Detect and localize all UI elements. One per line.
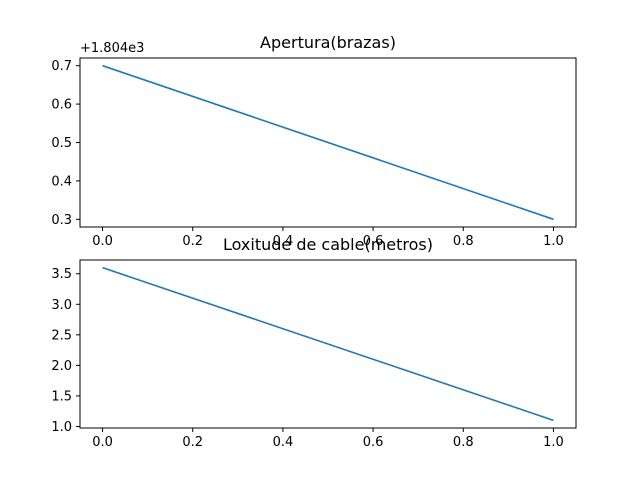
- x-ticks: 0.0 0.2 0.4 0.6 0.8 1.0: [92, 428, 564, 450]
- x-tick-label: 1.0: [543, 234, 564, 249]
- series-line: [102, 64, 554, 221]
- y-tick-label: 2.0: [51, 359, 72, 374]
- y-ticks: 1.0 1.5 2.0 2.5 3.0 3.5: [51, 267, 80, 435]
- x-tick-label: 0.8: [453, 435, 474, 450]
- x-tick-label: 0.2: [182, 234, 203, 249]
- chart-title: Apertura(brazas): [260, 33, 396, 52]
- x-ticks: 0.0 0.2 0.4 0.6 0.8 1.0: [92, 227, 564, 249]
- y-tick-label: 0.3: [51, 213, 72, 228]
- y-tick-label: 1.0: [51, 420, 72, 435]
- y-tick-label: 0.6: [51, 98, 72, 113]
- series-line: [102, 266, 554, 422]
- x-tick-label: 0.4: [273, 435, 294, 450]
- y-ticks: 0.3 0.4 0.5 0.6 0.7: [51, 59, 80, 228]
- plot-lines: [102, 266, 554, 422]
- y-tick-label: 0.7: [51, 59, 72, 74]
- y-tick-label: 1.5: [51, 389, 72, 404]
- y-tick-label: 0.4: [51, 174, 72, 189]
- x-tick-label: 0.0: [92, 234, 113, 249]
- x-tick-label: 0.4: [273, 234, 294, 249]
- y-tick-label: 3.0: [51, 298, 72, 313]
- x-tick-label: 0.2: [182, 435, 203, 450]
- plot-frame: [79, 259, 577, 429]
- y-tick-label: 3.5: [51, 267, 72, 282]
- y-tick-label: 2.5: [51, 328, 72, 343]
- y-offset-label: +1.804e3: [80, 41, 144, 56]
- chart-title: Loxitude de cable(metros): [223, 235, 433, 254]
- x-tick-label: 1.0: [543, 435, 564, 450]
- y-tick-label: 0.5: [51, 136, 72, 151]
- subplot-cable-length: 0.0 0.2 0.4 0.6 0.8 1.0 1.0 1.5 2.0 2.5 3.0 3.5 Lo…: [51, 235, 577, 450]
- x-tick-label: 0.8: [453, 234, 474, 249]
- x-tick-label: 0.0: [92, 435, 113, 450]
- subplot-aperture: Apertura(brazas) +1.804e3 0.0 0.2 0.4 0.6 0.…: [51, 33, 577, 249]
- plot-lines: [102, 64, 554, 221]
- plot-frame: [79, 57, 577, 228]
- x-tick-label: 0.6: [363, 234, 384, 249]
- x-tick-label: 0.6: [363, 435, 384, 450]
